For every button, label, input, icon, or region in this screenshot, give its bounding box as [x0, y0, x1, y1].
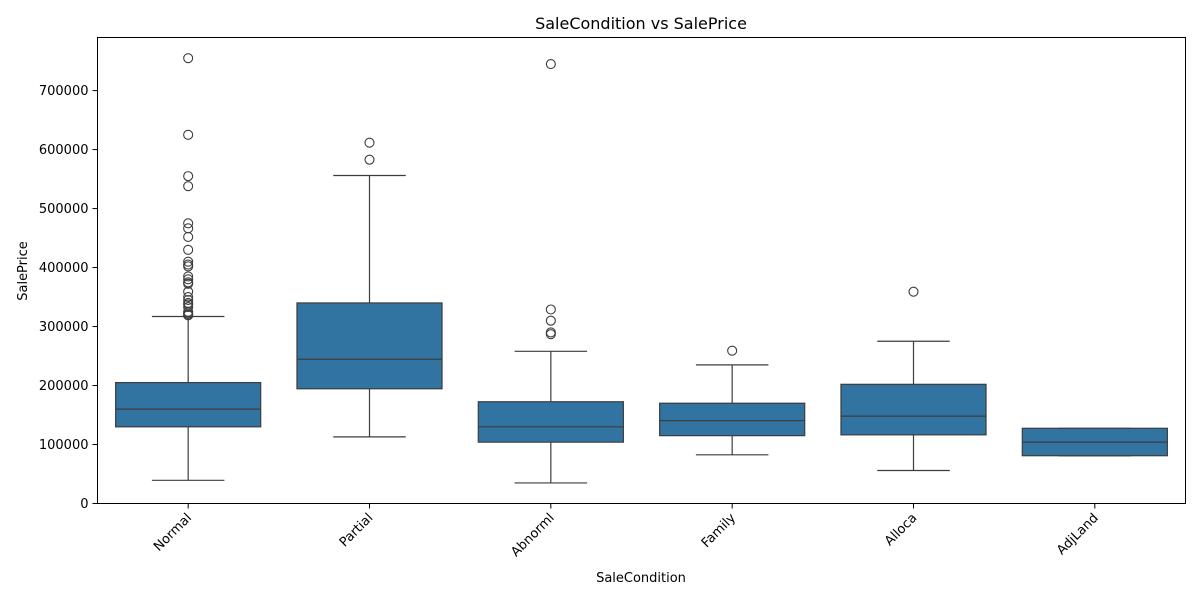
x-axis-label: SaleCondition [596, 571, 686, 586]
y-tick-label: 300000 [39, 320, 89, 335]
outlier-point [183, 302, 194, 313]
outlier-point [183, 286, 194, 297]
outlier-point [183, 181, 194, 192]
box-iqr [296, 302, 443, 390]
outlier-point [183, 310, 194, 321]
outlier-point [183, 53, 194, 64]
outlier-point [183, 274, 194, 285]
y-tick-label: 500000 [39, 202, 89, 217]
outlier-point [545, 315, 556, 326]
outlier-point [183, 256, 194, 267]
outlier-point [908, 286, 919, 297]
outlier-point [183, 278, 194, 289]
x-tick-label: AdjLand [1054, 511, 1102, 559]
outlier-point [183, 231, 194, 242]
x-tick-label: Normal [151, 511, 195, 555]
box-iqr [477, 401, 624, 443]
x-tick-label: Partial [337, 511, 376, 550]
outlier-point [545, 304, 556, 315]
y-tick-label: 100000 [39, 438, 89, 453]
outlier-point [183, 171, 194, 182]
outlier-point [183, 218, 194, 229]
outlier-point [545, 58, 556, 70]
box-iqr [115, 381, 262, 428]
outlier-point [727, 345, 738, 356]
plot-area: 0 100000 200000 300000 400000 500000 600000 700… [39, 53, 1168, 560]
outlier-point [183, 291, 194, 303]
y-tick-label: 0 [80, 497, 88, 512]
box-iqr [659, 402, 806, 437]
outlier-point [364, 137, 375, 148]
outlier-point [364, 154, 375, 165]
chart-title: SaleCondition vs SalePrice [535, 14, 747, 33]
outlier-point [183, 244, 194, 255]
plot-frame [97, 37, 1186, 504]
y-tick-label: 200000 [39, 379, 89, 394]
x-tick-label: Abnorml [508, 511, 557, 560]
outlier-point [545, 329, 556, 340]
y-tick-label: 700000 [39, 84, 89, 99]
box-iqr [840, 383, 987, 436]
outlier-point [183, 129, 194, 140]
x-tick-label: Family [699, 511, 739, 551]
y-axis-label: SalePrice [16, 241, 31, 301]
y-tick-label: 600000 [39, 143, 89, 158]
y-tick-label: 400000 [39, 261, 89, 276]
x-tick-label: Alloca [882, 511, 920, 549]
outlier-point [183, 271, 194, 282]
outlier-point [183, 261, 194, 272]
outlier-point [183, 294, 194, 306]
